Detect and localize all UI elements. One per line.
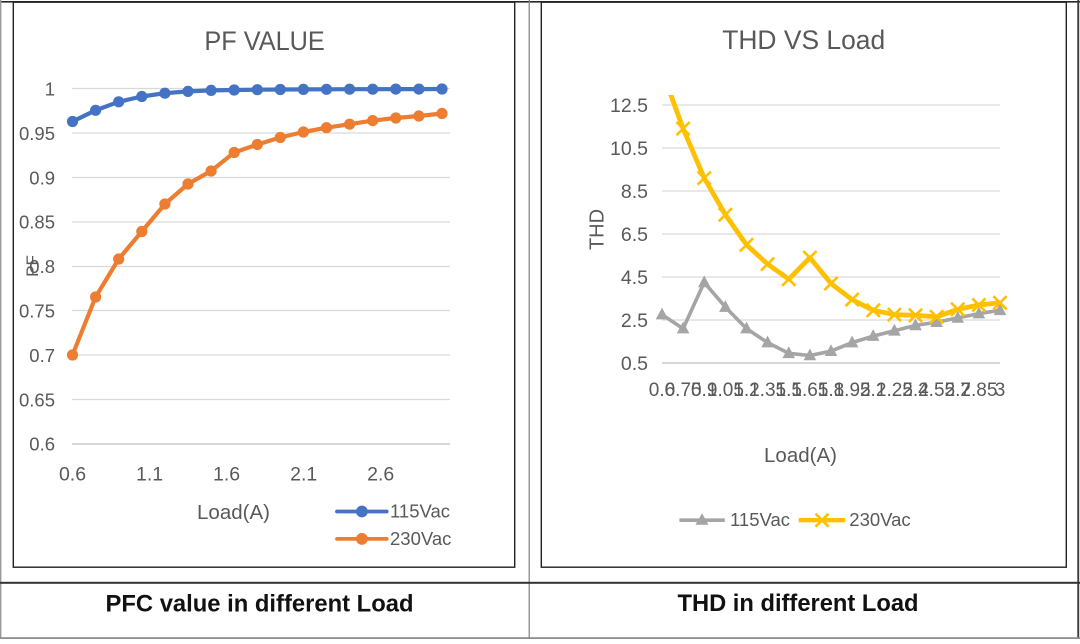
svg-text:PF VALUE: PF VALUE: [204, 26, 324, 56]
svg-text:1.65: 1.65: [791, 380, 828, 401]
svg-text:0.6: 0.6: [59, 463, 86, 485]
svg-text:2.1: 2.1: [290, 463, 317, 485]
svg-text:PFC value in different Load: PFC value in different Load: [106, 590, 414, 617]
svg-text:0.7: 0.7: [29, 345, 55, 366]
svg-text:115Vac: 115Vac: [390, 500, 450, 521]
svg-text:12.5: 12.5: [610, 95, 648, 117]
svg-text:1.1: 1.1: [136, 463, 163, 485]
svg-text:0.9: 0.9: [691, 380, 717, 401]
svg-text:0.8: 0.8: [29, 256, 55, 277]
svg-text:230Vac: 230Vac: [849, 509, 910, 530]
svg-text:0.9: 0.9: [29, 167, 55, 188]
svg-text:2.25: 2.25: [876, 380, 913, 401]
svg-text:1.6: 1.6: [213, 463, 240, 485]
svg-text:115Vac: 115Vac: [730, 509, 790, 530]
svg-text:230Vac: 230Vac: [390, 528, 451, 549]
svg-text:1.05: 1.05: [707, 380, 744, 401]
svg-text:1.5: 1.5: [776, 380, 802, 401]
svg-text:2.5: 2.5: [621, 310, 648, 332]
svg-text:Load(A): Load(A): [764, 444, 837, 467]
svg-text:2.4: 2.4: [902, 380, 929, 401]
svg-text:8.5: 8.5: [621, 181, 648, 203]
svg-text:0.75: 0.75: [19, 301, 55, 322]
svg-text:THD VS Load: THD VS Load: [722, 25, 885, 55]
svg-text:1.2: 1.2: [733, 380, 759, 401]
svg-text:1.8: 1.8: [818, 380, 844, 401]
svg-text:THD in different Load: THD in different Load: [678, 590, 919, 617]
svg-text:PF: PF: [23, 255, 42, 277]
svg-text:2.1: 2.1: [860, 380, 886, 401]
svg-text:0.75: 0.75: [665, 380, 702, 401]
svg-text:2.7: 2.7: [945, 380, 971, 401]
svg-text:10.5: 10.5: [610, 138, 648, 160]
svg-text:1: 1: [45, 79, 55, 100]
svg-text:1.35: 1.35: [749, 380, 786, 401]
svg-text:3: 3: [995, 380, 1006, 401]
svg-text:THD: THD: [587, 209, 609, 250]
svg-text:0.6: 0.6: [29, 434, 55, 455]
svg-text:0.85: 0.85: [19, 212, 55, 233]
svg-text:0.65: 0.65: [19, 389, 55, 410]
svg-text:4.5: 4.5: [621, 267, 648, 289]
svg-text:6.5: 6.5: [621, 224, 648, 246]
svg-text:2.55: 2.55: [918, 380, 955, 401]
svg-text:2.85: 2.85: [960, 380, 997, 401]
svg-text:2.6: 2.6: [367, 463, 394, 485]
svg-text:0.6: 0.6: [649, 380, 675, 401]
svg-text:1.95: 1.95: [834, 380, 871, 401]
svg-text:0.5: 0.5: [621, 353, 648, 375]
svg-text:0.95: 0.95: [19, 123, 55, 144]
svg-text:Load(A): Load(A): [197, 501, 270, 524]
